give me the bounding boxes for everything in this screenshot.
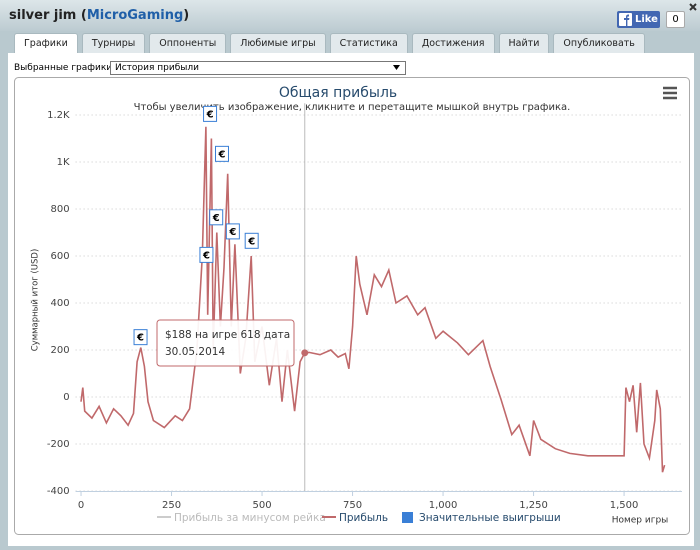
- tab[interactable]: Достижения: [411, 33, 495, 53]
- tab[interactable]: Турниры: [81, 33, 146, 53]
- legend-label: Прибыль за минусом рейка: [174, 512, 326, 524]
- player-name: silver jim (: [9, 8, 87, 23]
- like-label: Like: [635, 14, 658, 25]
- header: silver jim (MicroGaming) Like 0: [0, 0, 700, 31]
- like-count: 0: [666, 11, 685, 28]
- dropdown-arrow: [393, 65, 400, 70]
- y-tick-label: 800: [51, 204, 70, 215]
- window-title: silver jim (MicroGaming): [9, 8, 189, 23]
- selector-value: История прибыли: [115, 63, 199, 73]
- tooltip-text: 30.05.2014: [165, 346, 225, 358]
- chart-subtitle: Чтобы увеличить изображение, кликните и …: [134, 102, 571, 113]
- chart: Общая прибыль Чтобы увеличить изображени…: [14, 77, 690, 535]
- tab-bar: Графики Турниры Оппоненты Любимые игры Стати…: [14, 33, 645, 53]
- flag-box: [214, 145, 229, 162]
- flag: €: [199, 246, 214, 263]
- y-axis-label: Суммарный итог (USD): [31, 249, 41, 352]
- flag-box: [199, 246, 214, 263]
- x-tick-label: 1,000: [429, 500, 458, 511]
- x-tick-label: 250: [162, 500, 181, 511]
- flag: €: [133, 329, 148, 346]
- x-tick-label: 750: [343, 500, 362, 511]
- x-tick-label: 500: [252, 500, 271, 511]
- hover-point: [301, 349, 309, 357]
- flag-box: [203, 105, 218, 122]
- menu-icon[interactable]: [663, 86, 677, 100]
- legend-label: Прибыль: [339, 512, 388, 524]
- flag-label: €: [136, 333, 144, 344]
- y-tick-label: -200: [47, 439, 70, 450]
- legend-item[interactable]: Прибыль: [322, 512, 388, 524]
- tab[interactable]: Графики: [14, 33, 78, 53]
- selector-label: Выбранные графики:: [14, 63, 116, 73]
- tooltip-text: $188 на игре 618 дата: [165, 329, 290, 341]
- legend-item[interactable]: Значительные выигрыши: [402, 512, 561, 524]
- tab[interactable]: Любимые игры: [230, 33, 326, 53]
- y-tick-label: 400: [51, 298, 70, 309]
- legend-item[interactable]: Прибыль за минусом рейка: [157, 512, 326, 524]
- flag-label: €: [206, 109, 214, 120]
- flag-box: [244, 232, 259, 249]
- tab[interactable]: Оппоненты: [149, 33, 227, 53]
- tab[interactable]: Найти: [498, 33, 550, 53]
- tooltip-box: [156, 319, 295, 367]
- tab[interactable]: Опубликовать: [553, 33, 645, 53]
- flag-label: €: [212, 213, 220, 224]
- x-axis-label: Номер игры: [612, 516, 669, 526]
- flag: €: [225, 223, 240, 240]
- title-paren: ): [183, 8, 190, 23]
- profit-line: [80, 126, 666, 473]
- chart-frame: [14, 77, 690, 535]
- flag: €: [214, 145, 229, 162]
- flag: €: [203, 105, 218, 122]
- y-tick-label: 1.2K: [47, 110, 70, 121]
- flag-box: [133, 329, 148, 346]
- flag: €: [209, 209, 224, 226]
- flag-box: [225, 223, 240, 240]
- x-tick-label: 1,500: [610, 500, 639, 511]
- flag: €: [244, 232, 259, 249]
- network-link[interactable]: MicroGaming: [86, 8, 184, 23]
- flag-label: €: [218, 149, 226, 160]
- x-tick-label: 1,250: [519, 500, 548, 511]
- y-tick-label: 0: [63, 392, 69, 403]
- x-tick-label: 0: [78, 500, 84, 511]
- flag-label: €: [202, 250, 210, 261]
- flag-label: €: [228, 227, 236, 238]
- flag-box: [209, 209, 224, 226]
- close-icon[interactable]: [688, 2, 698, 12]
- legend-swatch: [402, 512, 413, 523]
- fb-icon: [619, 13, 632, 26]
- y-tick-label: -400: [47, 486, 70, 497]
- chart-selector[interactable]: История прибыли: [110, 61, 406, 75]
- tab[interactable]: Статистика: [329, 33, 408, 53]
- flag-label: €: [247, 236, 255, 247]
- y-tick-label: 1K: [57, 157, 70, 168]
- legend-label: Значительные выигрыши: [419, 512, 561, 524]
- y-tick-label: 200: [51, 345, 70, 356]
- y-tick-label: 600: [51, 251, 70, 262]
- like-button[interactable]: Like: [617, 11, 660, 28]
- chart-title: Общая прибыль: [279, 85, 397, 101]
